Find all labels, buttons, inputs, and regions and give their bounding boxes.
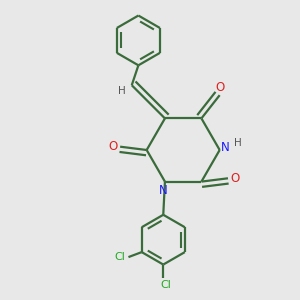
Text: N: N: [221, 141, 230, 154]
Text: Cl: Cl: [115, 252, 126, 262]
Text: O: O: [216, 81, 225, 94]
Text: Cl: Cl: [160, 280, 171, 290]
Text: H: H: [118, 86, 126, 96]
Text: O: O: [108, 140, 118, 153]
Text: N: N: [159, 184, 168, 197]
Text: H: H: [234, 138, 242, 148]
Text: O: O: [231, 172, 240, 185]
